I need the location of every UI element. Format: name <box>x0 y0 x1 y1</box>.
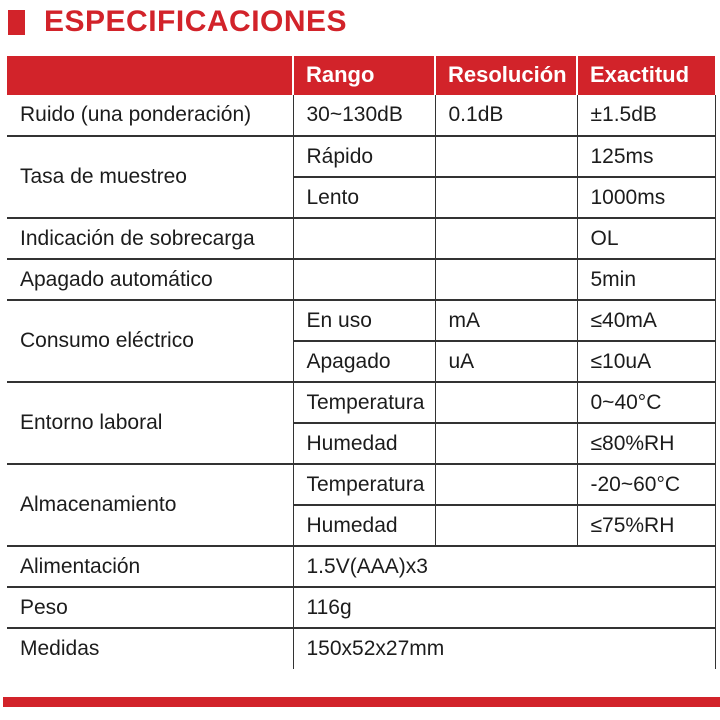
cell-entorno-temperatura-resolucion <box>435 382 578 424</box>
cell-medidas-label: Medidas <box>7 628 294 669</box>
table-row-consumo-apagado: Apagado uA ≤10uA <box>7 341 716 383</box>
cell-tasa-lento-resolucion <box>435 177 578 219</box>
cell-almacenamiento-temperatura-rango: Temperatura <box>293 464 436 506</box>
title-bullet-square <box>8 9 25 35</box>
cell-entorno-temperatura-exactitud: 0~40°C <box>577 382 716 424</box>
cell-almacenamiento-temperatura-exactitud: -20~60°C <box>577 464 716 506</box>
cell-consumo-en-uso-rango: En uso <box>293 300 436 342</box>
table-row-sobrecarga: Indicación de sobrecarga OL <box>7 218 716 260</box>
cell-almacenamiento-humedad-exactitud: ≤75%RH <box>577 505 716 547</box>
cell-peso-valor: 116g <box>293 587 716 629</box>
cell-medidas-valor: 150x52x27mm <box>293 628 716 669</box>
table-row-almacenamiento-temperatura: Almacenamiento Temperatura -20~60°C <box>7 464 716 547</box>
cell-almacenamiento-label: Almacenamiento <box>7 464 294 547</box>
cell-entorno-humedad-rango: Humedad <box>293 423 436 465</box>
table-header-row: Rango Resolución Exactitud <box>7 56 715 95</box>
page-title: ESPECIFICACIONES <box>44 5 348 38</box>
cell-entorno-temperatura-rango: Temperatura <box>293 382 436 424</box>
header-col-empty <box>7 56 293 95</box>
cell-apagado-automatico-label: Apagado automático <box>7 259 294 301</box>
table-row-alimentacion: Alimentación 1.5V(AAA)x3 <box>7 546 716 588</box>
cell-tasa-label: Tasa de muestreo <box>7 136 294 219</box>
cell-ruido-label: Ruido (una ponderación) <box>7 95 294 137</box>
bottom-red-bar <box>3 697 720 707</box>
cell-entorno-label: Entorno laboral <box>7 382 294 465</box>
cell-consumo-apagado-resolucion: uA <box>435 341 578 383</box>
cell-consumo-en-uso-exactitud: ≤40mA <box>577 300 716 342</box>
cell-ruido-resolucion: 0.1dB <box>435 95 578 137</box>
header-col-rango: Rango <box>292 56 435 95</box>
cell-ruido-exactitud: ±1.5dB <box>577 95 716 137</box>
cell-tasa-lento-exactitud: 1000ms <box>577 177 716 219</box>
table-row-tasa-lento: Lento 1000ms <box>7 177 716 219</box>
table-row-medidas: Medidas 150x52x27mm <box>7 628 716 669</box>
table-row-entorno-temperatura: Entorno laboral Temperatura 0~40°C <box>7 382 716 465</box>
cell-apagado-automatico-resolucion <box>435 259 578 301</box>
specifications-table: Rango Resolución Exactitud Ruido (una po… <box>7 56 716 669</box>
cell-consumo-en-uso-resolucion: mA <box>435 300 578 342</box>
cell-consumo-apagado-exactitud: ≤10uA <box>577 341 716 383</box>
cell-tasa-rapido-exactitud: 125ms <box>577 136 716 178</box>
cell-almacenamiento-humedad-rango: Humedad <box>293 505 436 547</box>
cell-alimentacion-valor: 1.5V(AAA)x3 <box>293 546 716 588</box>
cell-sobrecarga-exactitud: OL <box>577 218 716 260</box>
table-row-apagado-automatico: Apagado automático 5min <box>7 259 716 301</box>
table-row-ruido: Ruido (una ponderación) 30~130dB 0.1dB ±… <box>7 95 716 137</box>
section-header: ESPECIFICACIONES <box>8 7 347 37</box>
table-row-entorno-humedad: Humedad ≤80%RH <box>7 423 716 465</box>
cell-entorno-humedad-exactitud: ≤80%RH <box>577 423 716 465</box>
header-col-exactitud: Exactitud <box>576 56 715 95</box>
table-row-almacenamiento-humedad: Humedad ≤75%RH <box>7 505 716 547</box>
cell-sobrecarga-rango <box>293 218 436 260</box>
table-row-peso: Peso 116g <box>7 587 716 629</box>
cell-tasa-lento-rango: Lento <box>293 177 436 219</box>
cell-sobrecarga-resolucion <box>435 218 578 260</box>
cell-ruido-rango: 30~130dB <box>293 95 436 137</box>
cell-alimentacion-label: Alimentación <box>7 546 294 588</box>
cell-peso-label: Peso <box>7 587 294 629</box>
table-row-tasa-rapido: Tasa de muestreo Rápido 125ms <box>7 136 716 219</box>
cell-apagado-automatico-rango <box>293 259 436 301</box>
table-row-consumo-en-uso: Consumo eléctrico En uso mA ≤40mA <box>7 300 716 383</box>
cell-sobrecarga-label: Indicación de sobrecarga <box>7 218 294 260</box>
cell-almacenamiento-humedad-resolucion <box>435 505 578 547</box>
cell-almacenamiento-temperatura-resolucion <box>435 464 578 506</box>
cell-consumo-label: Consumo eléctrico <box>7 300 294 383</box>
cell-entorno-humedad-resolucion <box>435 423 578 465</box>
cell-tasa-rapido-rango: Rápido <box>293 136 436 178</box>
header-col-resolucion: Resolución <box>434 56 577 95</box>
cell-tasa-rapido-resolucion <box>435 136 578 178</box>
cell-consumo-apagado-rango: Apagado <box>293 341 436 383</box>
cell-apagado-automatico-exactitud: 5min <box>577 259 716 301</box>
